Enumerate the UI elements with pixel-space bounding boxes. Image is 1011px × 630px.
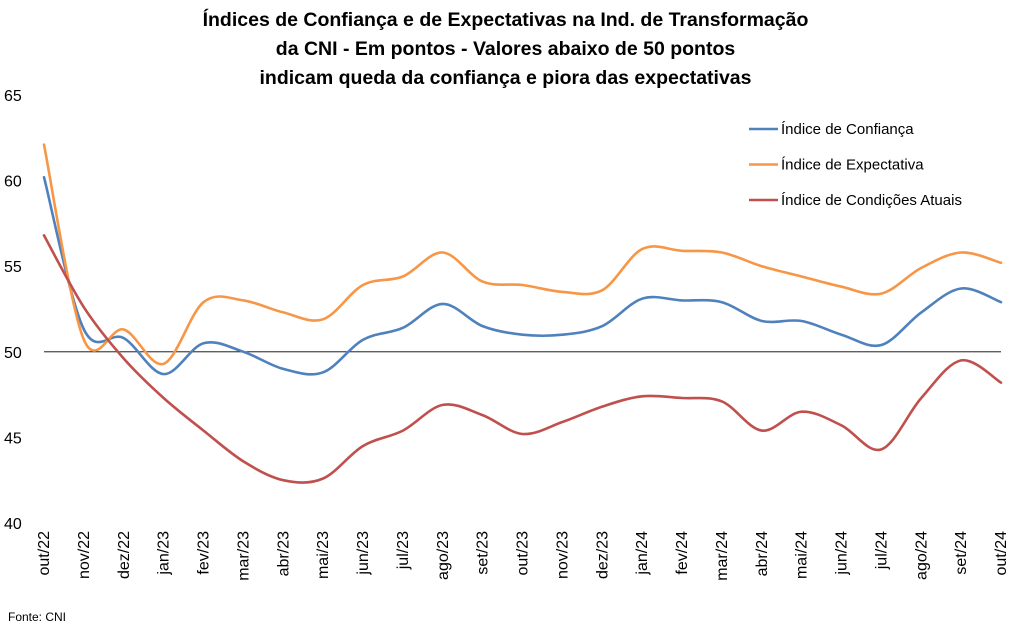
x-tick-label: set/23 — [475, 531, 492, 575]
legend-label: Índice de Confiança — [781, 121, 914, 138]
x-tick-label: out/23 — [515, 531, 532, 576]
y-axis-ticks: 65 60 55 50 45 40 — [4, 88, 22, 533]
y-tick-label: 45 — [4, 430, 22, 447]
x-tick-label: jul/24 — [873, 531, 890, 570]
x-tick-label: jun/23 — [355, 531, 372, 576]
x-tick-label: jan/23 — [156, 531, 173, 576]
chart-title-line-1: Índices de Confiança e de Expectativas n… — [202, 9, 809, 31]
x-tick-label: jun/24 — [834, 531, 851, 576]
y-tick-label: 60 — [4, 174, 22, 191]
x-tick-label: mar/24 — [714, 531, 731, 581]
x-tick-label: ago/24 — [913, 531, 930, 580]
x-tick-label: jan/24 — [634, 531, 651, 576]
y-tick-label: 55 — [4, 259, 22, 276]
x-tick-label: fev/24 — [674, 531, 691, 575]
legend-item-confianca: Índice de Confiança — [749, 121, 914, 138]
legend-label: Índice de Condições Atuais — [781, 192, 962, 209]
x-tick-label: nov/22 — [76, 531, 93, 579]
x-tick-label: fev/23 — [196, 531, 213, 575]
series-line-condicoes-atuais — [42, 234, 1003, 484]
x-tick-label: out/24 — [993, 531, 1010, 576]
y-tick-label: 40 — [4, 516, 22, 533]
x-tick-label: nov/23 — [554, 531, 571, 579]
x-tick-label: abr/23 — [275, 531, 292, 576]
x-tick-label: dez/22 — [116, 531, 133, 579]
x-tick-label: mar/23 — [235, 531, 252, 581]
x-tick-label: mai/23 — [315, 531, 332, 579]
x-tick-label: dez/23 — [594, 531, 611, 579]
legend-item-expectativa: Índice de Expectativa — [749, 157, 924, 174]
legend: Índice de Confiança Índice de Expectativa… — [749, 121, 962, 209]
x-tick-label: out/22 — [36, 531, 53, 576]
x-tick-label: jul/23 — [395, 531, 412, 570]
source-note: Fonte: CNI — [8, 610, 67, 624]
y-tick-label: 65 — [4, 88, 22, 105]
legend-item-condicoes-atuais: Índice de Condições Atuais — [749, 192, 962, 209]
series-line-expectativa — [42, 143, 1003, 366]
series-line-confianca — [42, 175, 1003, 376]
chart-title-line-3: indicam queda da confiança e piora das e… — [259, 67, 752, 89]
y-tick-label: 50 — [4, 345, 22, 362]
x-axis-ticks: out/22 nov/22 dez/22 jan/23 fev/23 mar/23 abr/… — [36, 531, 1010, 581]
x-tick-label: set/24 — [953, 531, 970, 575]
legend-label: Índice de Expectativa — [781, 157, 924, 174]
x-tick-label: abr/24 — [754, 531, 771, 576]
chart-title-line-2: da CNI - Em pontos - Valores abaixo de 5… — [275, 38, 736, 60]
x-tick-label: ago/23 — [435, 531, 452, 580]
x-tick-label: mai/24 — [794, 531, 811, 579]
series-lines — [42, 143, 1003, 484]
chart-title: Índices de Confiança e de Expectativas n… — [0, 6, 1011, 93]
